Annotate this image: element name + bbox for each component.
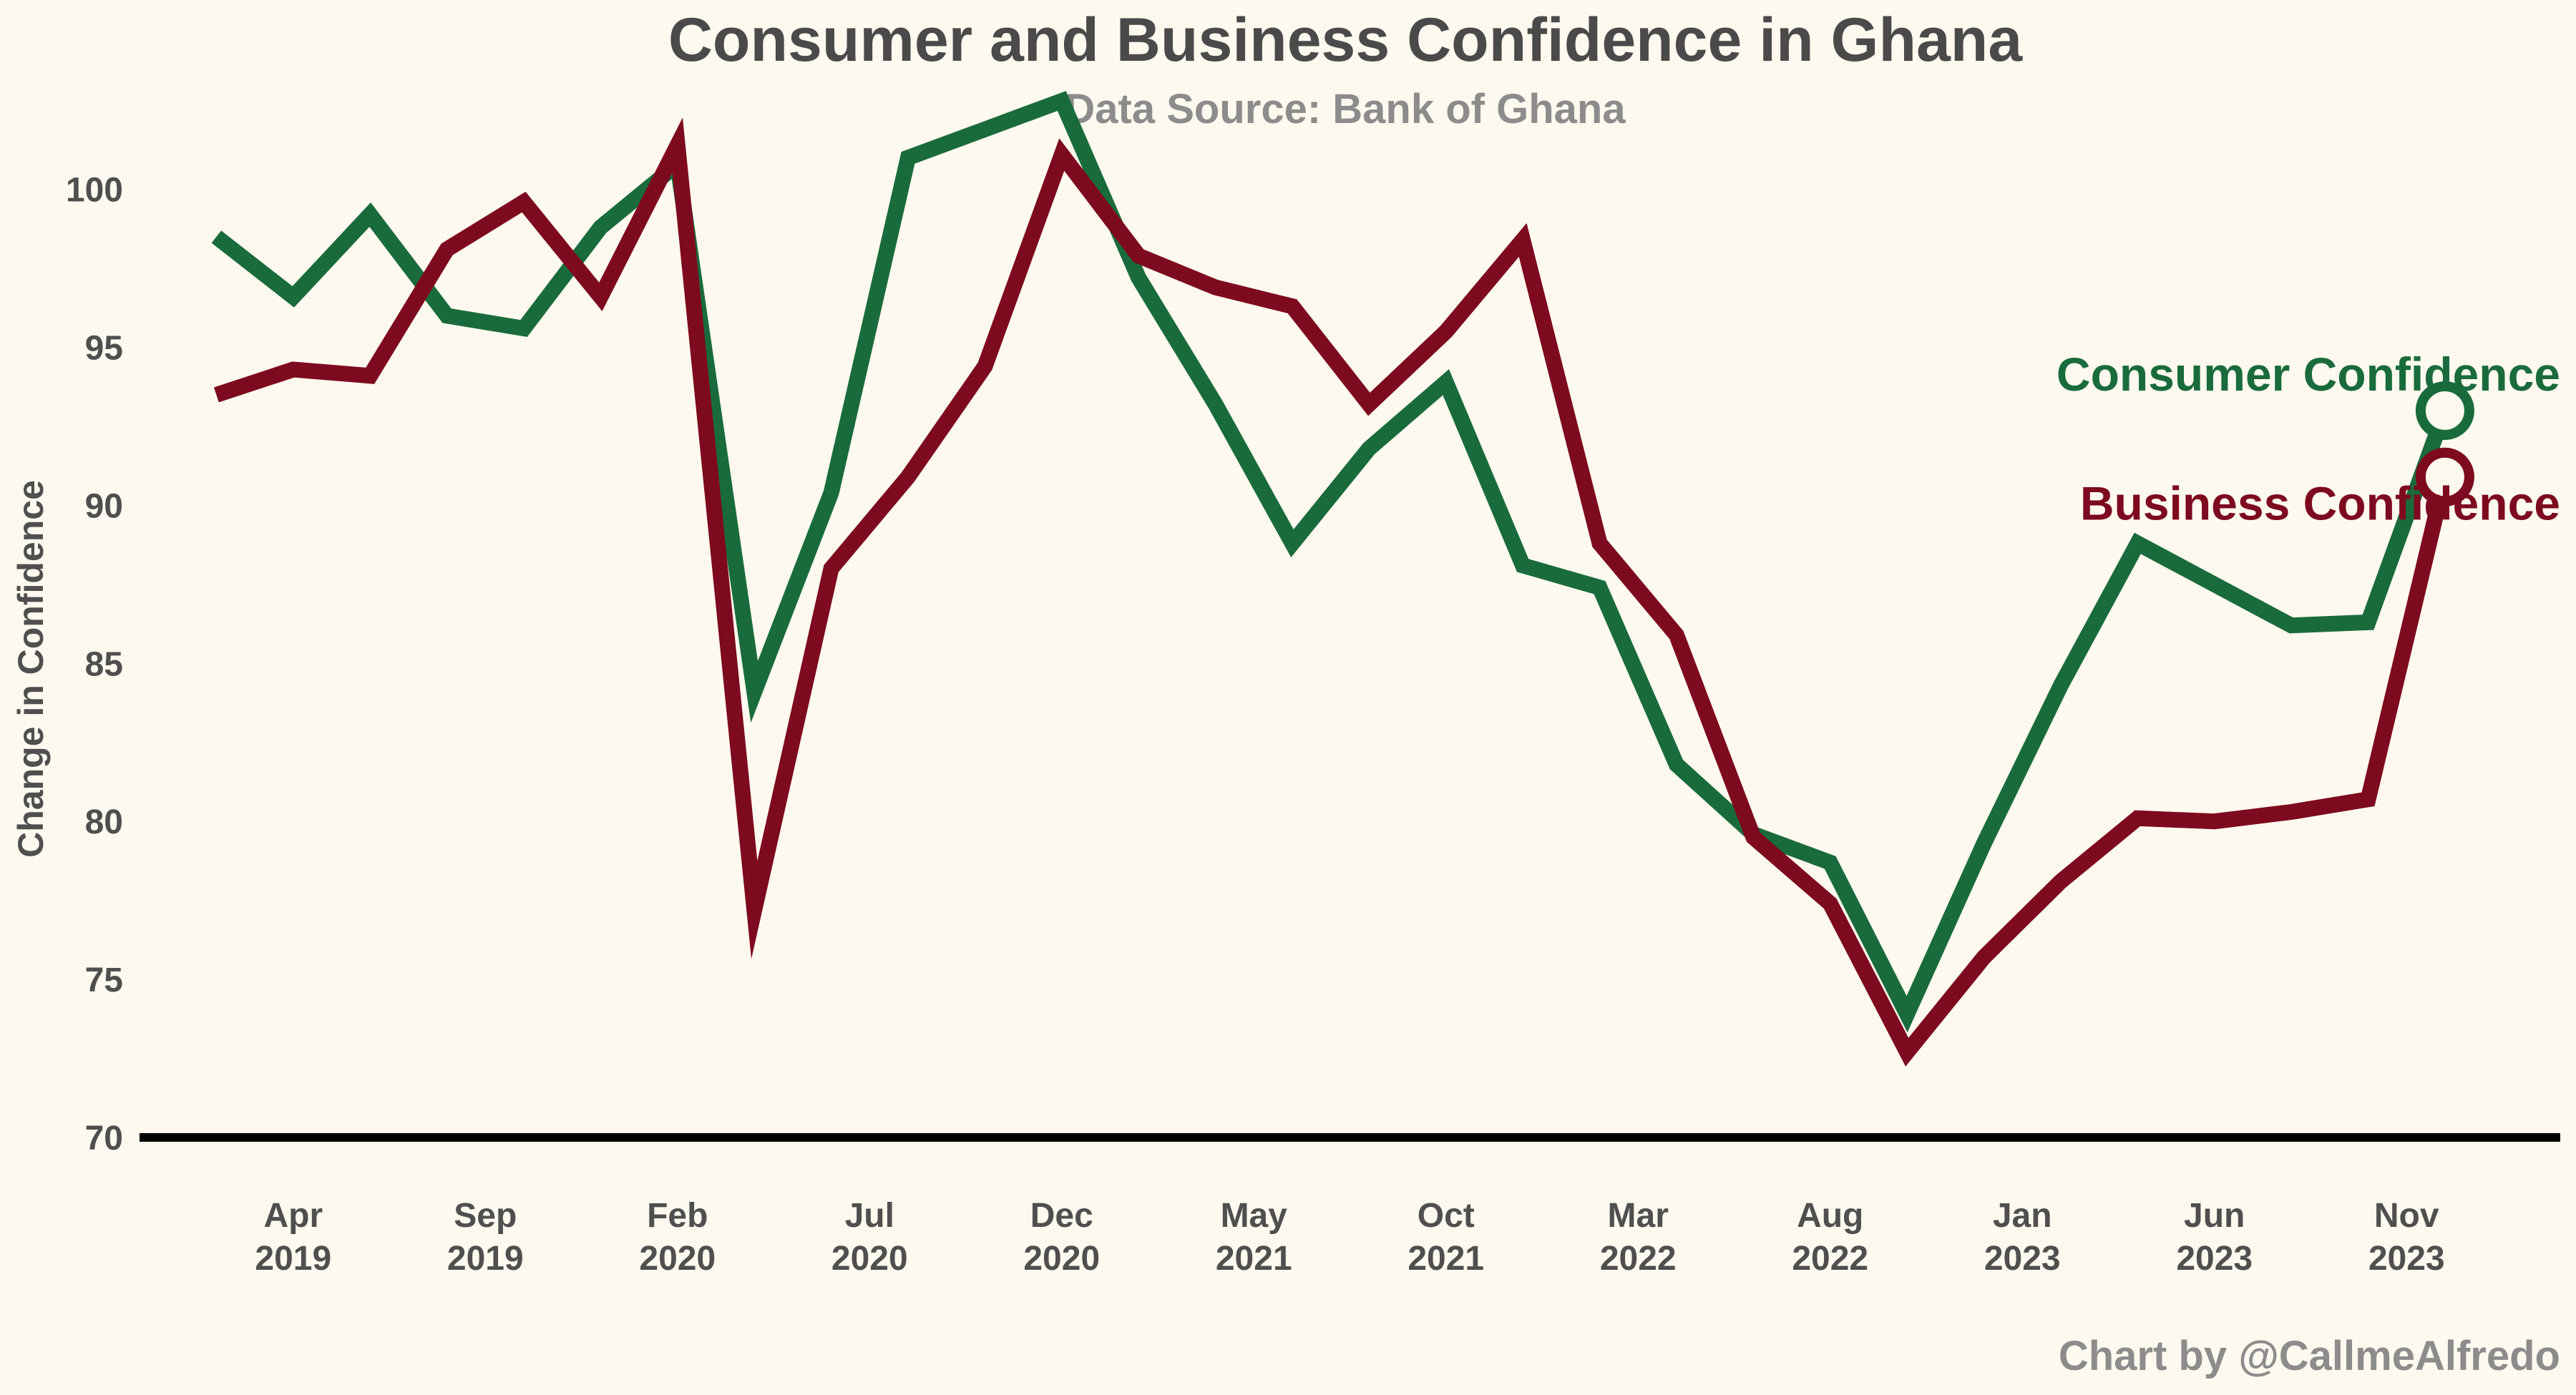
y-tick-label: 75 xyxy=(85,961,123,999)
series-line-consumer xyxy=(211,91,2453,1033)
series-label: Consumer Confidence xyxy=(2057,348,2560,401)
x-tick-label: Dec 2020 xyxy=(1023,1197,1100,1278)
series-label: Business Confidence xyxy=(2080,477,2560,530)
y-tick-label: 95 xyxy=(85,330,123,368)
y-axis-ticks: 70 75 80 85 90 95 100 xyxy=(66,172,123,1157)
series-end-marker xyxy=(2415,381,2474,440)
y-tick-label: 70 xyxy=(85,1120,123,1157)
x-tick-label: Jun 2023 xyxy=(2176,1197,2253,1278)
x-tick-label: Jan 2023 xyxy=(1984,1197,2061,1278)
x-tick-label: Sep 2019 xyxy=(447,1197,524,1278)
series-labels: Consumer Confidence Business Confidence xyxy=(2057,348,2560,530)
x-tick-label: Mar 2022 xyxy=(1600,1197,1677,1278)
x-tick-label: May 2021 xyxy=(1216,1197,1292,1278)
x-tick-label: Feb 2020 xyxy=(639,1197,716,1278)
y-tick-label: 80 xyxy=(85,803,123,841)
y-axis-label: Change in Confidence xyxy=(11,480,51,858)
series-end-marker xyxy=(2415,447,2474,506)
chart-title: Consumer and Business Confidence in Ghan… xyxy=(668,6,2024,74)
x-tick-label: Apr 2019 xyxy=(255,1197,331,1278)
series-lines xyxy=(211,91,2474,1067)
x-axis-ticks: Apr 2019 Sep 2019 Feb 2020 Jul 2020 Dec 2020 May 20… xyxy=(255,1197,2444,1278)
x-tick-label: Oct 2021 xyxy=(1407,1197,1484,1278)
x-tick-label: Nov 2023 xyxy=(2368,1197,2445,1278)
x-tick-label: Aug 2022 xyxy=(1792,1197,1868,1278)
y-tick-label: 85 xyxy=(85,645,123,683)
chart-credit: Chart by @CallmeAlfredo xyxy=(2059,1333,2560,1379)
x-tick-label: Jul 2020 xyxy=(831,1197,908,1278)
series-line-business xyxy=(213,117,2453,1067)
y-tick-label: 90 xyxy=(85,487,123,525)
chart-subtitle: Data Source: Bank of Ghana xyxy=(1065,86,1626,132)
y-tick-label: 100 xyxy=(66,172,123,210)
